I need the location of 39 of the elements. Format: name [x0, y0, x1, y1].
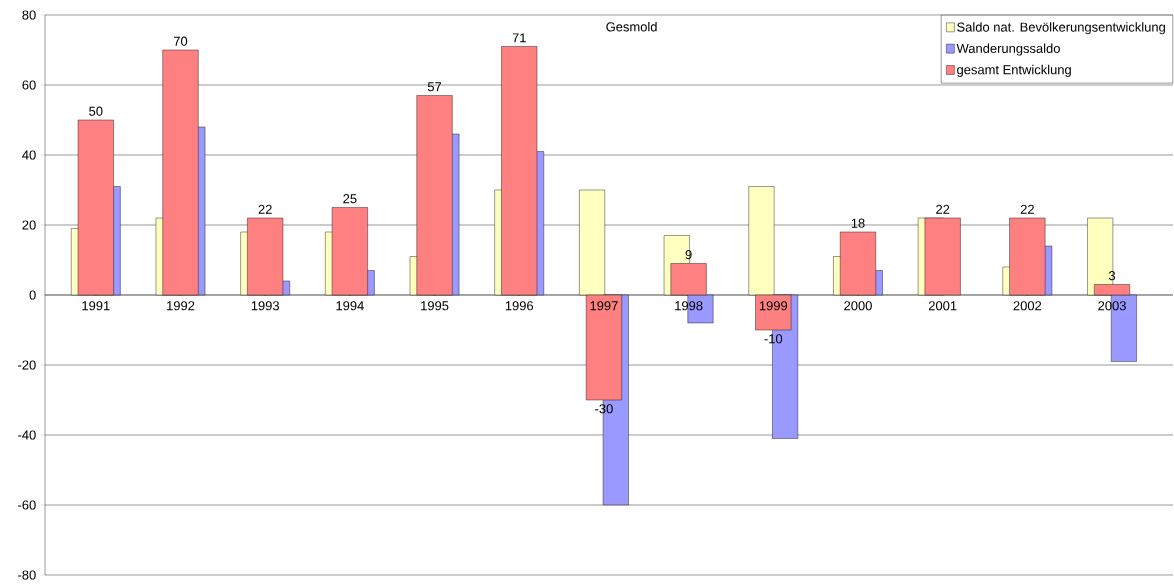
data-label: -10: [764, 334, 783, 344]
legend-label: gesamt Entwicklung: [957, 64, 1071, 77]
data-label: -30: [595, 404, 613, 414]
data-label: 57: [427, 82, 442, 92]
y-tick-label: 80: [22, 10, 36, 20]
x-tick-label: 1992: [167, 301, 195, 311]
y-tick-label: 40: [22, 150, 36, 160]
x-tick-label: 1999: [759, 301, 788, 311]
x-tick-label: 2001: [928, 301, 957, 311]
data-label: 22: [936, 204, 950, 214]
y-tick-label: -60: [18, 500, 36, 510]
x-tick-label: 1996: [505, 301, 534, 311]
x-tick-label: 1998: [675, 301, 703, 311]
x-tick-label: 2003: [1098, 301, 1126, 311]
y-tick-label: -20: [18, 360, 36, 370]
y-tick-label: 0: [29, 290, 36, 300]
data-label: 9: [685, 250, 692, 260]
legend-label: Wanderungssaldo: [956, 43, 1060, 56]
x-tick-label: 1995: [421, 301, 449, 311]
x-tick-label: 2000: [844, 301, 872, 311]
x-tick-label: 2002: [1013, 301, 1042, 311]
data-label: 3: [1108, 271, 1116, 281]
data-label: 25: [343, 194, 357, 204]
y-tick-label: 20: [22, 220, 36, 230]
x-tick-label: 1997: [590, 301, 618, 311]
x-tick-label: 1991: [82, 301, 110, 311]
data-label: 22: [1020, 204, 1034, 214]
chart-title: Gesmold: [606, 21, 657, 32]
x-tick-label: 1993: [251, 301, 280, 311]
data-label: 70: [173, 36, 188, 46]
y-tick-label: -80: [18, 570, 36, 580]
y-tick-label: -40: [18, 430, 36, 440]
data-label: 50: [89, 106, 103, 116]
x-tick-label: 1994: [336, 301, 364, 311]
data-label: 18: [851, 218, 865, 228]
y-tick-label: 60: [22, 80, 36, 90]
data-label: 71: [512, 33, 526, 43]
legend-label: Saldo nat. Bevölkerungsentwicklung: [957, 22, 1165, 35]
data-label: 22: [258, 204, 272, 214]
